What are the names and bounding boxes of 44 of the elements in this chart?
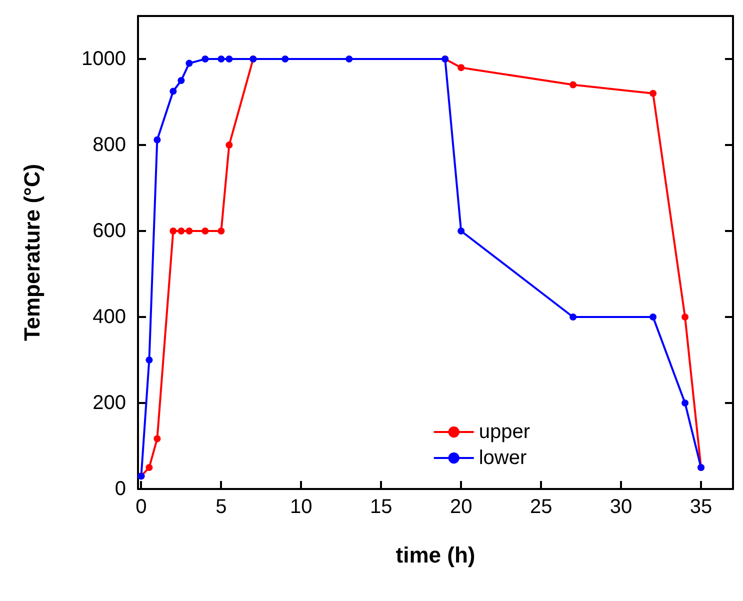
x-axis-title: time (h) [396, 542, 476, 568]
point [682, 400, 689, 406]
y-tick-label: 1000 [82, 48, 126, 70]
y-tick-label: 0 [114, 478, 126, 500]
point [154, 435, 161, 442]
point [650, 90, 657, 97]
point [226, 142, 233, 148]
y-tick-label: 200 [92, 392, 126, 414]
point [570, 314, 577, 320]
y-tick-label: 800 [92, 134, 126, 156]
point [226, 56, 233, 62]
point [154, 136, 161, 144]
point [170, 228, 177, 234]
point [218, 228, 225, 234]
legend-label: lower [478, 447, 527, 469]
x-tick-label: 35 [690, 496, 712, 518]
x-tick-label: 0 [136, 496, 147, 518]
legend-label: upper [478, 421, 530, 443]
point [458, 64, 465, 72]
point [682, 314, 689, 320]
point [282, 56, 289, 62]
point [146, 356, 153, 364]
point [202, 56, 209, 62]
x-tick-label: 10 [290, 496, 312, 518]
x-tick-label: 30 [610, 496, 632, 518]
point [202, 228, 209, 234]
x-tick-label: 5 [216, 496, 227, 518]
point [146, 464, 153, 471]
y-tick-label: 400 [92, 306, 126, 328]
point [170, 88, 177, 95]
x-tick-label: 15 [370, 496, 392, 518]
x-tick-label: 25 [530, 496, 552, 518]
x-tick-label: 20 [450, 496, 472, 518]
point [218, 56, 225, 62]
y-axis-title: Temperature (°C) [20, 164, 44, 342]
point [346, 56, 353, 62]
point [178, 77, 185, 84]
point [650, 314, 657, 320]
point [570, 81, 577, 88]
point [186, 228, 193, 234]
point [186, 60, 193, 67]
point [458, 228, 465, 234]
y-tick-label: 600 [92, 220, 126, 242]
point [178, 228, 185, 234]
